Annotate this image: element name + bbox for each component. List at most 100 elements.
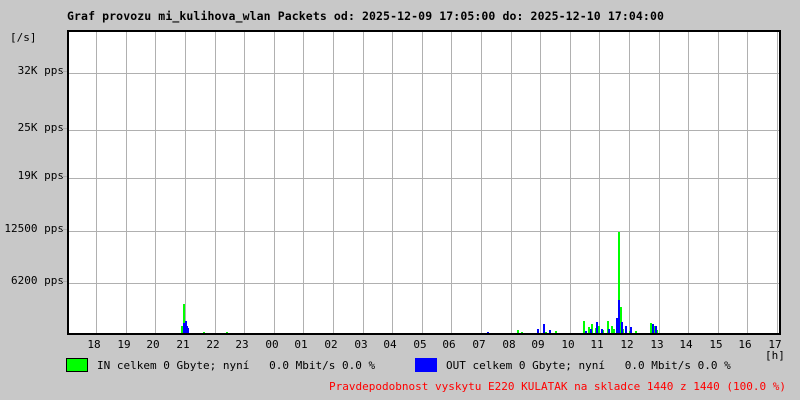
footer-note: Pravdepodobnost vyskytu E220 KULATAK na … (329, 380, 786, 393)
x-tick-label: 19 (117, 338, 131, 351)
x-tick-label: 18 (87, 338, 101, 351)
data-bar-out (608, 329, 610, 333)
x-tick-label: 15 (709, 338, 723, 351)
plot-area (67, 30, 781, 335)
h-gridline (69, 283, 779, 284)
data-bar-in (598, 326, 600, 333)
x-tick-label: 01 (294, 338, 308, 351)
x-tick-label: 05 (413, 338, 427, 351)
x-tick-label: 16 (738, 338, 752, 351)
v-gridline (333, 32, 334, 333)
x-tick-label: 11 (590, 338, 604, 351)
v-gridline (659, 32, 660, 333)
data-bar-out (616, 318, 618, 333)
v-gridline (185, 32, 186, 333)
data-bar-in (635, 331, 637, 333)
data-bar-in (555, 331, 557, 333)
data-bar-in (181, 326, 183, 333)
legend-swatch-in-icon (66, 358, 88, 372)
data-bar-in (613, 329, 615, 333)
v-gridline (244, 32, 245, 333)
data-bar-out (625, 326, 627, 333)
y-tick-label: 19K pps (17, 169, 64, 182)
data-bar-in (656, 330, 658, 333)
y-tick-mark (62, 281, 67, 282)
graph-title: Graf provozu mi_kulihova_wlan Packets od… (67, 9, 665, 23)
x-tick-label: 00 (265, 338, 279, 351)
v-gridline (451, 32, 452, 333)
data-bar-out (601, 329, 603, 333)
legend-entry-out: OUT celkem 0 Gbyte; nyní 0.0 Mbit/s 0.0 … (415, 358, 731, 372)
legend-label-in: IN celkem 0 Gbyte; nyní 0.0 Mbit/s 0.0 % (97, 358, 376, 372)
data-bar-in (583, 321, 585, 333)
data-bar-in (650, 323, 652, 333)
legend-entry-in: IN celkem 0 Gbyte; nyní 0.0 Mbit/s 0.0 % (66, 358, 375, 372)
data-bar-out (618, 300, 620, 333)
y-tick-label: 32K pps (17, 64, 64, 77)
h-gridline (69, 178, 779, 179)
plot-canvas (69, 32, 779, 333)
x-tick-label: 13 (650, 338, 664, 351)
data-bar-in (602, 330, 604, 333)
data-bar-in (517, 330, 519, 333)
legend-label-out: OUT celkem 0 Gbyte; nyní 0.0 Mbit/s 0.0 … (446, 358, 731, 372)
x-tick-label: 08 (502, 338, 516, 351)
data-bar-out (549, 330, 551, 333)
data-bar-out (537, 329, 539, 333)
data-bar-out (630, 327, 632, 333)
v-gridline (215, 32, 216, 333)
data-bar-in (591, 324, 593, 333)
data-bar-in (622, 329, 624, 333)
v-gridline (540, 32, 541, 333)
x-tick-label: 17 (768, 338, 782, 351)
x-tick-label: 02 (324, 338, 338, 351)
data-bar-in (226, 332, 228, 333)
y-tick-label: 6200 pps (11, 274, 64, 287)
y-tick-mark (62, 229, 67, 230)
data-bar-in (588, 327, 590, 333)
data-bar-out (596, 322, 598, 333)
v-gridline (481, 32, 482, 333)
x-tick-label: 20 (146, 338, 160, 351)
legend-swatch-out-icon (415, 358, 437, 372)
x-tick-label: 04 (383, 338, 397, 351)
data-bar-out (487, 332, 489, 333)
x-tick-label: 23 (235, 338, 249, 351)
data-bar-in (203, 332, 205, 333)
v-gridline (274, 32, 275, 333)
data-bar-out (187, 328, 189, 333)
data-bar-out (585, 331, 587, 333)
data-bar-out (183, 323, 185, 333)
v-gridline (570, 32, 571, 333)
data-bar-out (543, 324, 545, 333)
v-gridline (363, 32, 364, 333)
x-axis-unit-label: [h] (765, 349, 785, 362)
v-gridline (96, 32, 97, 333)
data-bar-out (652, 324, 654, 333)
v-gridline (718, 32, 719, 333)
legend: IN celkem 0 Gbyte; nyní 0.0 Mbit/s 0.0 %… (0, 358, 800, 380)
v-gridline (599, 32, 600, 333)
x-tick-label: 06 (442, 338, 456, 351)
y-tick-mark (62, 71, 67, 72)
data-bar-in (607, 321, 609, 333)
v-gridline (511, 32, 512, 333)
x-tick-label: 12 (620, 338, 634, 351)
data-bar-out (621, 322, 623, 333)
x-tick-label: 22 (206, 338, 220, 351)
v-gridline (777, 32, 778, 333)
data-bar-in (620, 307, 622, 333)
data-bar-in (545, 332, 547, 333)
v-gridline (688, 32, 689, 333)
h-gridline (69, 73, 779, 74)
x-tick-label: 09 (531, 338, 545, 351)
y-tick-label: 25K pps (17, 121, 64, 134)
v-gridline (422, 32, 423, 333)
v-gridline (392, 32, 393, 333)
h-gridline (69, 130, 779, 131)
y-axis-unit-label: [/s] (10, 31, 37, 44)
y-tick-mark (62, 176, 67, 177)
data-bar-in (653, 326, 655, 333)
data-bar-in (183, 304, 185, 333)
